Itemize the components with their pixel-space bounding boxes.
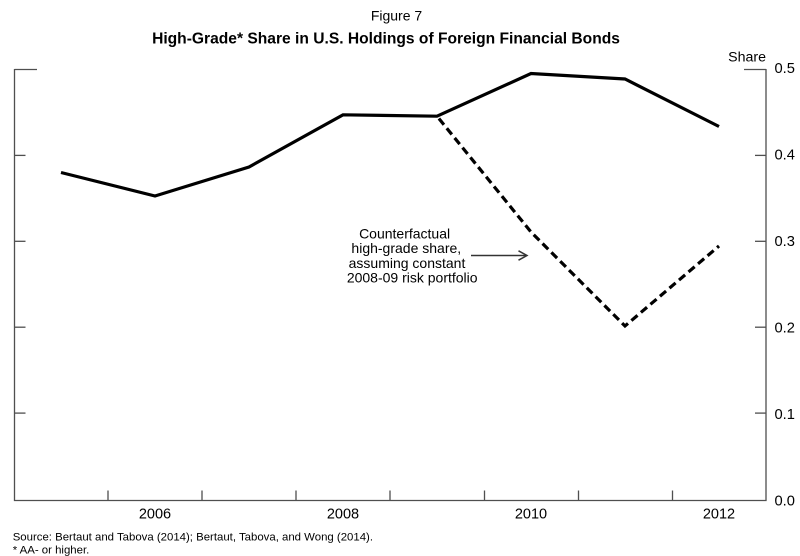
- svg-text:0.1: 0.1: [775, 407, 795, 423]
- svg-text:0.4: 0.4: [775, 147, 795, 163]
- svg-text:0.3: 0.3: [775, 234, 795, 250]
- svg-text:0.5: 0.5: [775, 61, 795, 77]
- svg-text:0.2: 0.2: [775, 320, 795, 336]
- svg-text:2008: 2008: [327, 506, 359, 522]
- svg-text:* AA- or higher.: * AA- or higher.: [13, 545, 90, 556]
- svg-text:Counterfactual: Counterfactual: [359, 226, 450, 242]
- svg-text:high-grade share,: high-grade share,: [351, 240, 461, 256]
- svg-text:Figure 7: Figure 7: [371, 8, 423, 24]
- svg-text:2006: 2006: [139, 506, 171, 522]
- svg-text:0.0: 0.0: [775, 493, 795, 509]
- svg-text:Share: Share: [728, 50, 766, 66]
- svg-text:2012: 2012: [703, 506, 735, 522]
- svg-text:2008-09 risk portfolio: 2008-09 risk portfolio: [347, 269, 478, 285]
- svg-text:assuming constant: assuming constant: [349, 255, 466, 271]
- svg-text:High-Grade* Share in U.S. Hold: High-Grade* Share in U.S. Holdings of Fo…: [152, 31, 620, 48]
- svg-text:Source: Bertaut and Tabova (20: Source: Bertaut and Tabova (2014); Berta…: [13, 532, 373, 544]
- svg-text:2010: 2010: [515, 506, 547, 522]
